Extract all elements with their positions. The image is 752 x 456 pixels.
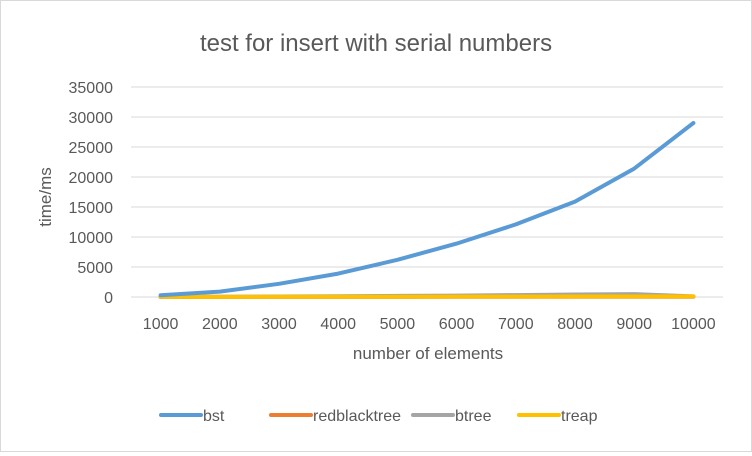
series-line-treap <box>161 296 694 297</box>
y-tick-label: 25000 <box>69 140 114 157</box>
x-tick-label: 2000 <box>202 316 238 333</box>
x-tick-label: 1000 <box>143 316 179 333</box>
x-tick-label: 10000 <box>671 316 716 333</box>
legend: bst redblacktree btree treap <box>161 408 598 425</box>
series-line-bst <box>161 123 694 295</box>
x-tick-label: 9000 <box>616 316 652 333</box>
x-axis-ticks: 1000 2000 3000 4000 5000 6000 7000 8000 9000 1000… <box>143 316 716 333</box>
x-tick-label: 5000 <box>380 316 416 333</box>
legend-label-btree: btree <box>455 408 492 425</box>
legend-label-redblacktree: redblacktree <box>313 408 401 425</box>
y-axis-label: time/ms <box>36 167 55 227</box>
series-lines <box>161 123 694 297</box>
y-tick-label: 0 <box>104 290 113 307</box>
y-tick-label: 35000 <box>69 80 114 97</box>
gridlines <box>131 87 723 297</box>
y-tick-label: 30000 <box>69 110 114 127</box>
x-tick-label: 4000 <box>320 316 356 333</box>
y-tick-label: 5000 <box>77 260 113 277</box>
x-axis-label: number of elements <box>353 344 503 363</box>
chart-title: test for insert with serial numbers <box>200 30 552 57</box>
y-axis-ticks: 0 5000 10000 15000 20000 25000 30000 35000 <box>69 80 114 307</box>
x-tick-label: 6000 <box>439 316 475 333</box>
legend-label-treap: treap <box>561 408 598 425</box>
y-tick-label: 10000 <box>69 230 114 247</box>
x-tick-label: 7000 <box>498 316 534 333</box>
x-tick-label: 3000 <box>261 316 297 333</box>
x-tick-label: 8000 <box>557 316 593 333</box>
legend-label-bst: bst <box>203 408 225 425</box>
y-tick-label: 15000 <box>69 200 114 217</box>
y-tick-label: 20000 <box>69 170 114 187</box>
